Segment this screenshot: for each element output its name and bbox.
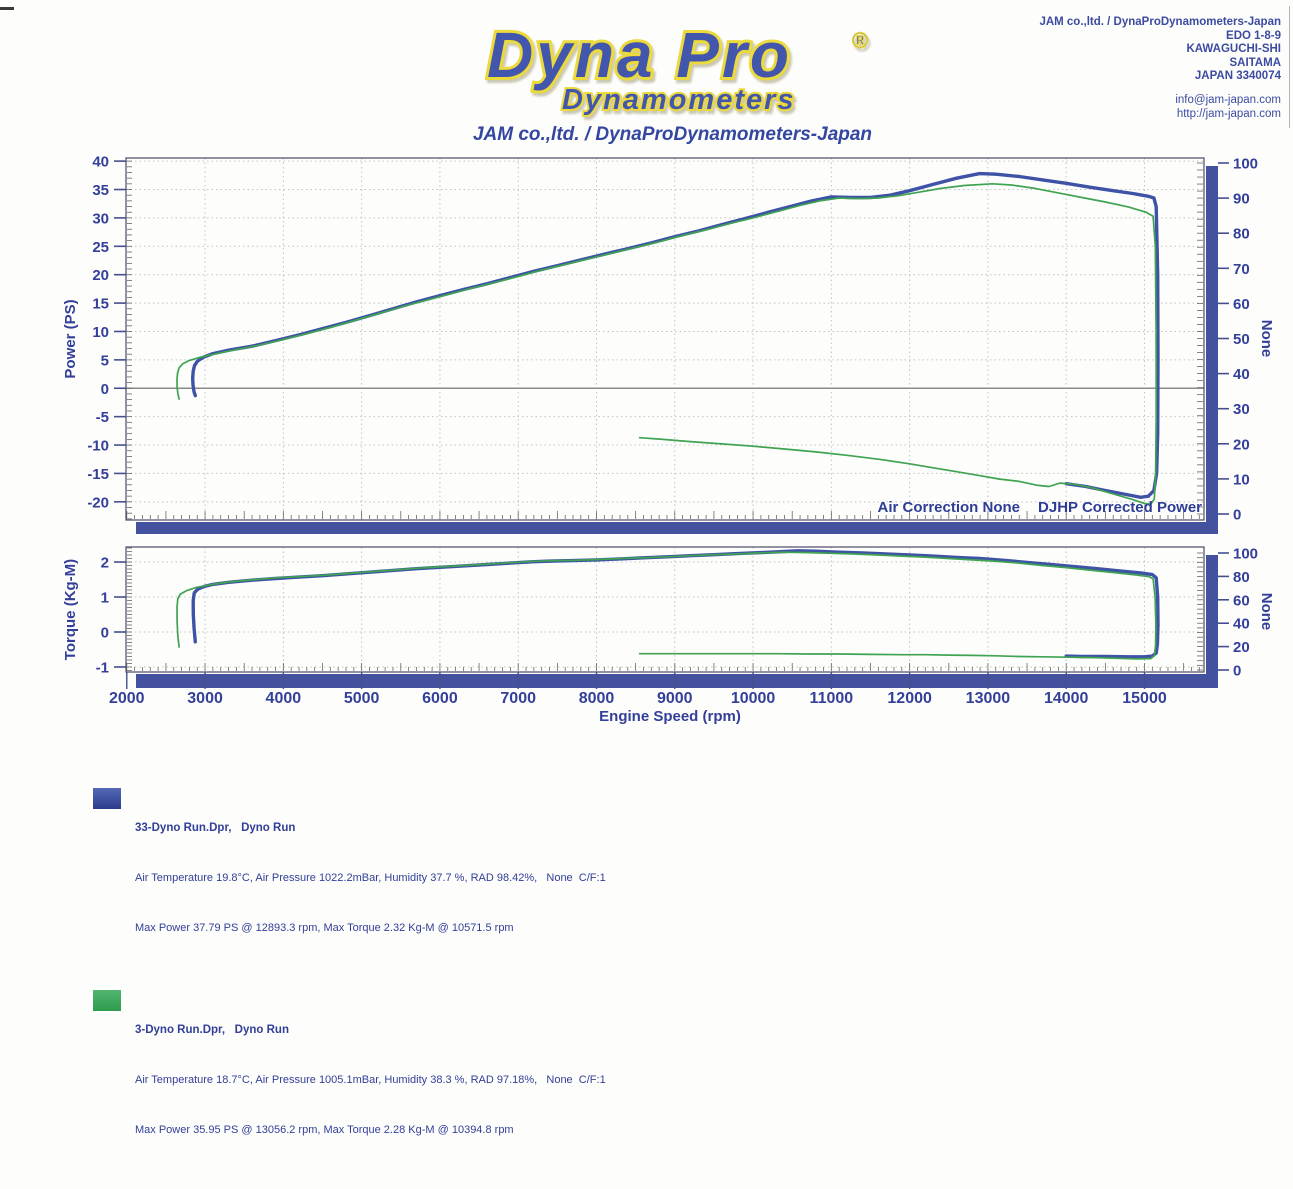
run1-max-values: Max Power 37.79 PS @ 12893.3 rpm, Max To… [135,922,514,934]
svg-text:5: 5 [101,352,109,369]
dynapro-logo: Dyna Pro ® Dynamometers [0,0,1293,130]
air-correction-label: Air Correction None [877,499,1020,516]
svg-text:12000: 12000 [887,690,932,707]
svg-text:0: 0 [1233,663,1241,680]
series-3-dyno-run-dpr [176,182,1158,505]
run1-color-swatch [93,788,121,809]
run2-conditions: Air Temperature 18.7°C, Air Pressure 100… [135,1074,606,1086]
y-axis-title: Power (PS) [62,299,79,378]
dyno-report-page: Dyna Pro ® Dynamometers JAM co.,ltd. / D… [0,0,1293,904]
x-axis: 2000 3000 4000 5000 6000 7000 8000 9000 10000 110… [109,672,1167,725]
power-chart: 4035302520151050-5-10-15-201009080706050… [62,154,1275,534]
svg-text:40: 40 [1233,616,1250,633]
svg-text:2000: 2000 [109,690,145,707]
right-axis: 100 80 60 40 20 0 [1197,546,1258,680]
svg-text:8000: 8000 [579,690,615,707]
svg-text:80: 80 [1233,226,1250,243]
legend-run-1: 33-Dyno Run.Dpr, Dyno Run Air Temperatur… [93,785,606,971]
contact-email: info@jam-japan.com [1175,94,1281,106]
svg-text:10: 10 [1233,471,1250,488]
series-3-dyno-run-dpr [176,551,1157,660]
svg-text:20: 20 [1233,639,1250,656]
svg-text:9000: 9000 [657,690,693,707]
address-line: JAPAN 3340074 [1194,70,1281,82]
x-axis-title: Engine Speed (rpm) [599,708,741,725]
svg-text:6000: 6000 [422,690,458,707]
svg-text:25: 25 [92,239,109,256]
logo-subtitle: Dynamometers [562,84,796,117]
svg-text:0: 0 [101,381,109,398]
bottom-ruler [126,511,1200,519]
run2-max-values: Max Power 35.95 PS @ 13056.2 rpm, Max To… [135,1124,514,1136]
page-title: JAM co.,ltd. / DynaProDynamometers-Japan [472,124,873,145]
y2-axis-title: None [1258,593,1275,631]
svg-text:40: 40 [1233,366,1250,383]
run1-conditions: Air Temperature 19.8°C, Air Pressure 102… [135,872,606,884]
svg-text:60: 60 [1233,592,1250,609]
svg-text:13000: 13000 [966,690,1011,707]
svg-text:-1: -1 [96,659,109,676]
logo-title: Dyna Pro [487,18,792,92]
svg-text:70: 70 [1233,261,1250,278]
svg-text:15000: 15000 [1122,690,1167,707]
address-line: KAWAGUCHI-SHI [1186,43,1281,55]
svg-text:10000: 10000 [731,690,776,707]
company-address: JAM co.,ltd. / DynaProDynamometers-Japan… [1039,16,1281,84]
svg-text:40: 40 [92,154,109,171]
left-axis: 40 35 30 25 20 15 10 5 0 -5 -10 -15 -20 [87,154,132,520]
svg-text:50: 50 [1233,331,1250,348]
svg-text:35: 35 [92,182,109,199]
svg-text:-15: -15 [87,466,109,483]
svg-text:-10: -10 [87,438,109,455]
svg-text:3000: 3000 [187,690,223,707]
svg-text:7000: 7000 [500,690,536,707]
svg-text:-20: -20 [87,494,109,511]
registered-trademark-icon: ® [851,28,869,54]
series-33-dyno-run-dpr [190,171,1160,499]
svg-text:20: 20 [92,267,109,284]
address-line: JAM co.,ltd. / DynaProDynamometers-Japan [1039,16,1281,28]
svg-text:0: 0 [1233,507,1241,524]
svg-text:11000: 11000 [810,690,854,707]
scan-artifact [0,7,14,10]
address-line: SAITAMA [1229,56,1281,69]
svg-text:10: 10 [92,324,109,341]
svg-text:60: 60 [1233,296,1250,313]
address-line: EDO 1-8-9 [1226,29,1281,42]
svg-text:80: 80 [1233,569,1250,586]
run2-color-swatch [93,990,121,1011]
svg-text:30: 30 [92,210,109,227]
left-axis: 2 1 0 -1 [96,547,132,676]
corrected-power-label: DJHP Corrected Power [1038,499,1202,516]
svg-text:30: 30 [1233,401,1250,418]
y-axis-title: Torque (Kg-M) [62,559,79,660]
series-33-dyno-run-dpr [191,549,1160,659]
svg-text:-5: -5 [96,409,109,426]
svg-text:20: 20 [1233,436,1250,453]
dyno-charts: 4035302520151050-5-10-15-201009080706050… [62,154,1275,726]
svg-text:100: 100 [1233,156,1258,173]
contact-website: http://jam-japan.com [1176,107,1281,120]
run2-title: 3-Dyno Run.Dpr, Dyno Run [135,1024,289,1036]
bottom-ruler [126,663,1200,671]
svg-text:15: 15 [92,296,109,313]
run1-title: 33-Dyno Run.Dpr, Dyno Run [135,822,296,834]
scan-edge-line [1289,6,1290,128]
grid [126,158,1204,520]
legend-run-2: 3-Dyno Run.Dpr, Dyno Run Air Temperature… [93,987,606,1173]
svg-text:2: 2 [101,555,109,572]
svg-text:5000: 5000 [344,690,380,707]
torque-chart: 2 1 0 -1 100 80 60 40 20 0 Torque (Kg-M) None 2000 30… [62,546,1275,726]
svg-text:14000: 14000 [1044,690,1089,707]
svg-text:90: 90 [1233,191,1250,208]
y2-axis-title: None [1258,320,1275,358]
company-contact: info@jam-japan.com http://jam-japan.com [1175,94,1281,121]
svg-text:0: 0 [101,625,109,642]
grid [126,547,1204,672]
svg-text:4000: 4000 [266,690,302,707]
svg-text:100: 100 [1233,546,1258,563]
svg-text:1: 1 [101,590,109,607]
runs-legend: 33-Dyno Run.Dpr, Dyno Run Air Temperatur… [93,785,606,1189]
